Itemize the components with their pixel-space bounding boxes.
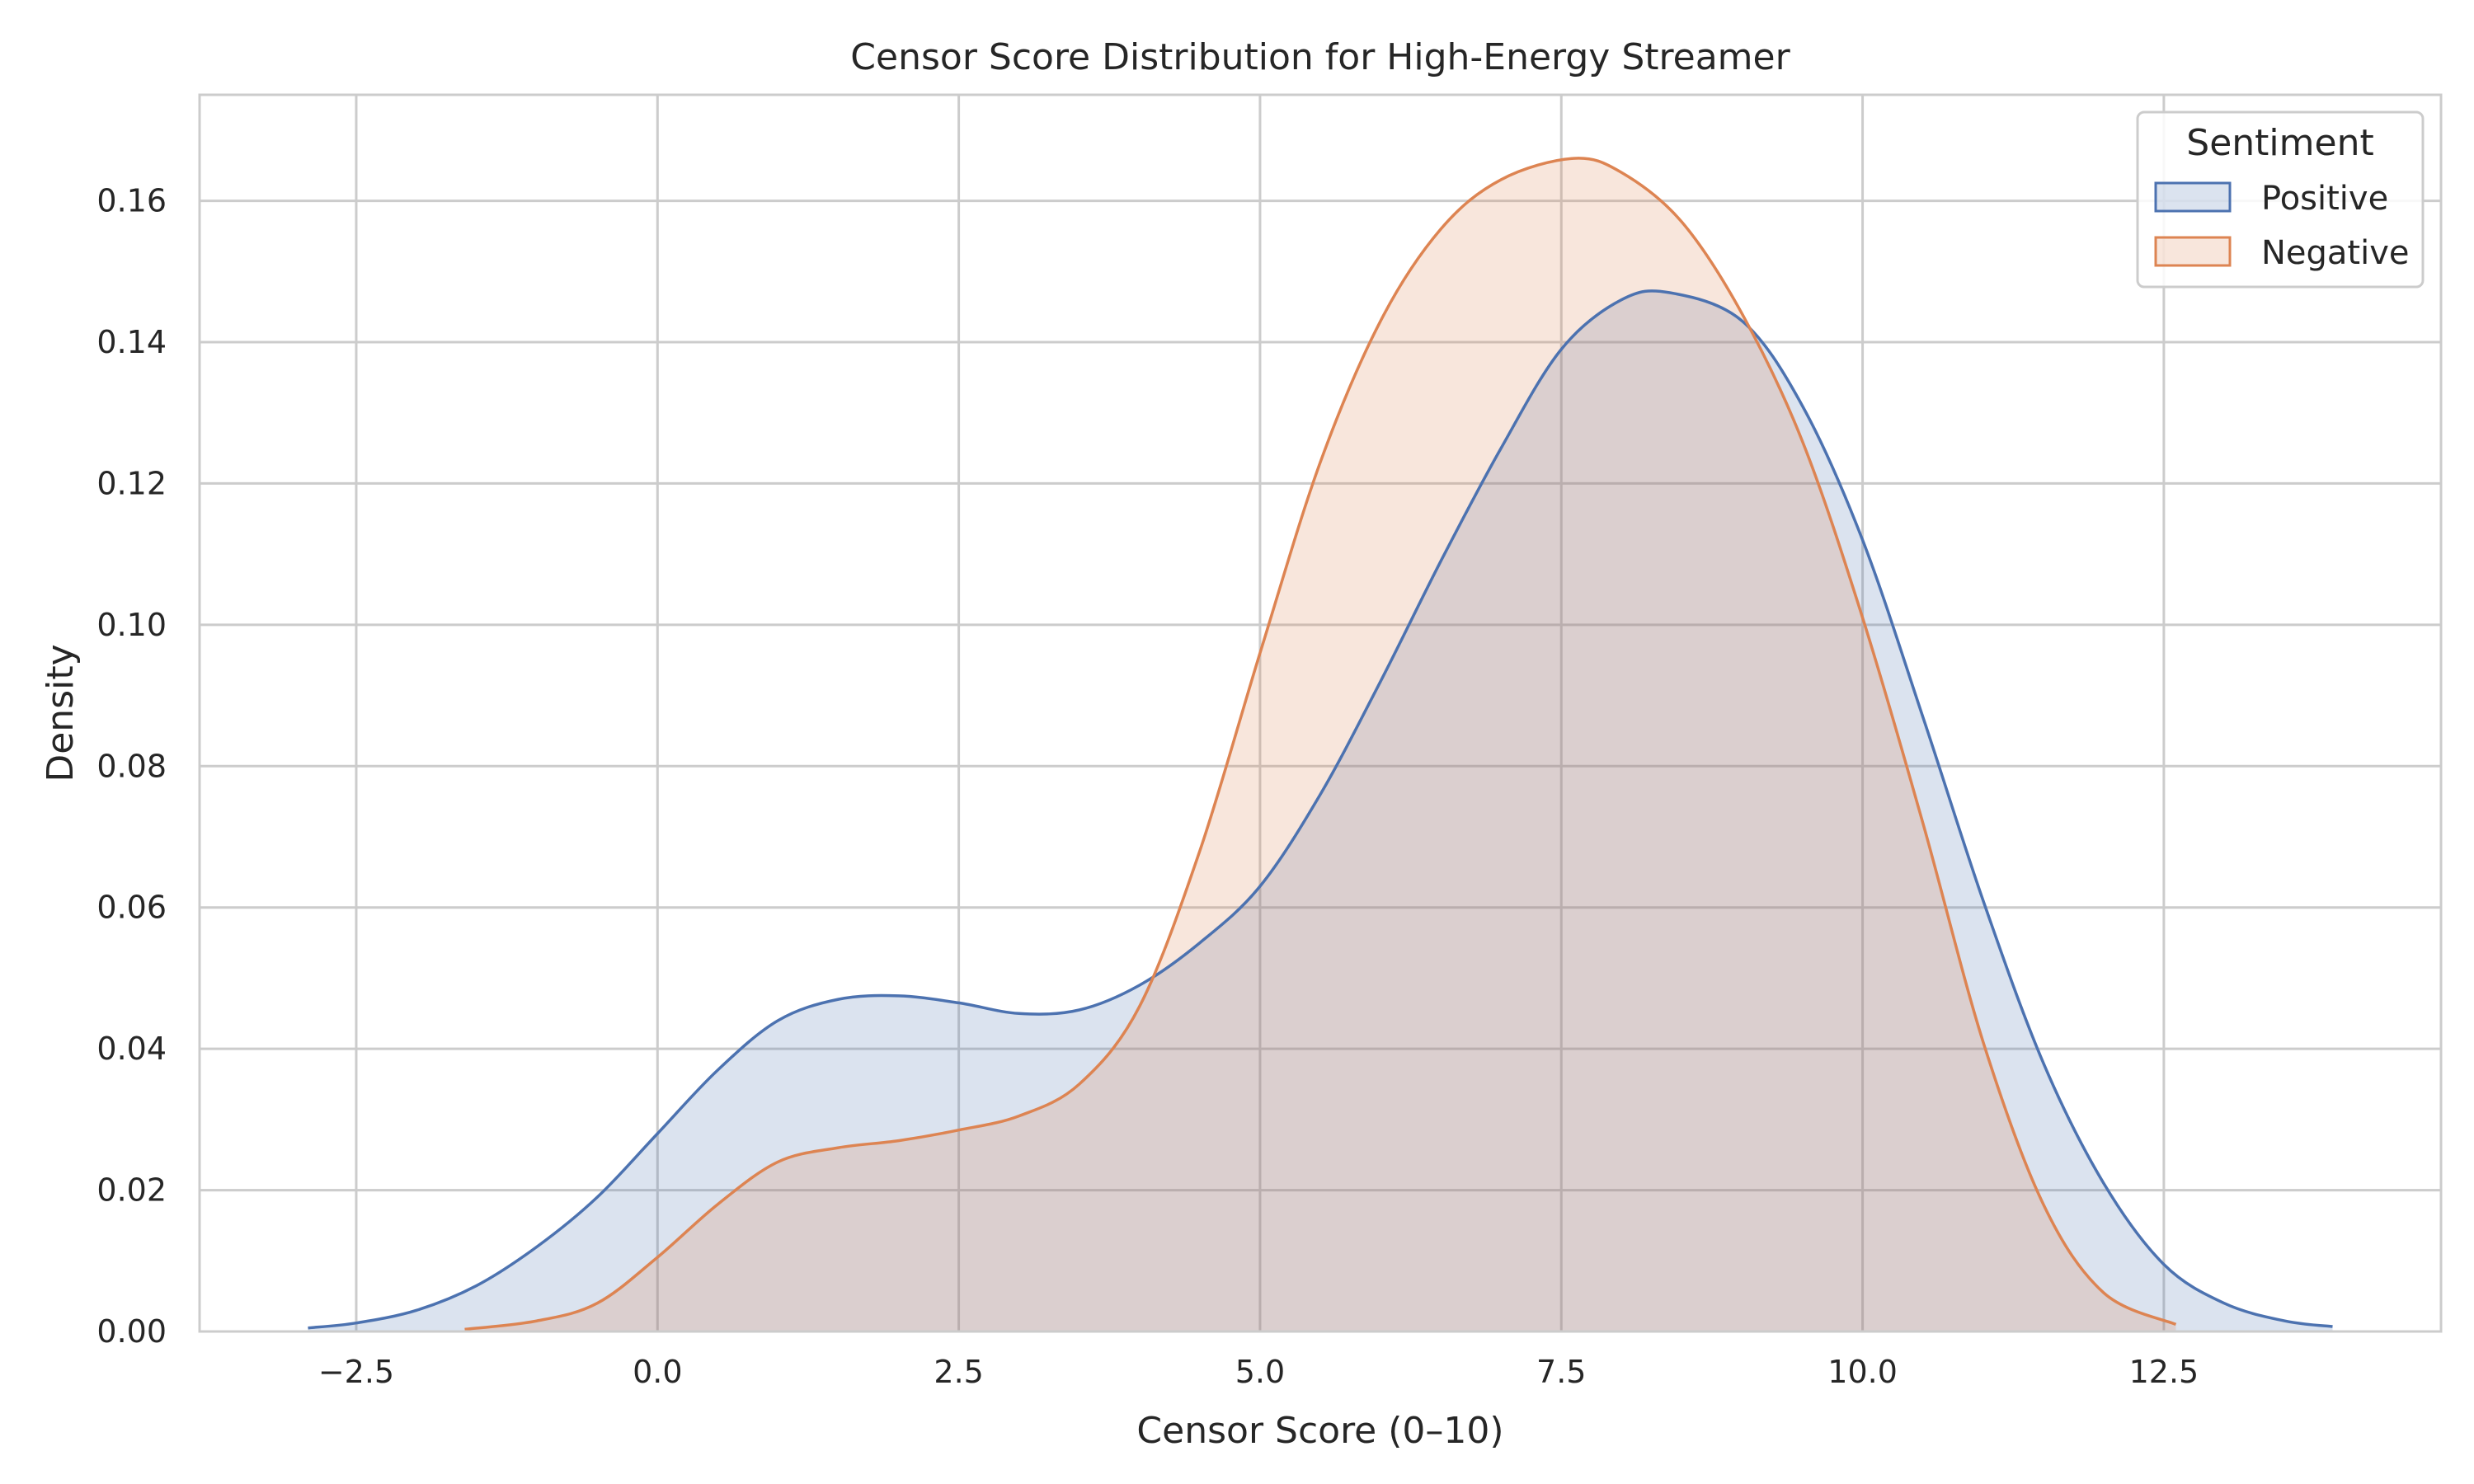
y-tick-label: 0.06	[96, 890, 167, 926]
x-tick-label: −2.5	[318, 1354, 394, 1390]
density-area-negative	[464, 157, 2176, 1331]
x-tick-label: 10.0	[1827, 1354, 1898, 1390]
x-axis-ticks: −2.5 0.0 2.5 5.0 7.5 10.0 12.5	[318, 1354, 2199, 1390]
y-tick-label: 0.14	[96, 324, 167, 360]
legend-items: Positive Negative	[2154, 180, 2410, 272]
y-tick-label: 0.10	[96, 607, 167, 643]
legend-title: Sentiment	[2186, 122, 2373, 164]
x-axis-label: Censor Score (0–10)	[1136, 1410, 1503, 1452]
y-tick-label: 0.02	[96, 1172, 167, 1209]
density-line-positive	[308, 289, 2333, 1330]
legend-box	[2136, 110, 2425, 289]
density-line-negative	[464, 157, 2177, 1331]
legend-swatch-positive	[2154, 181, 2232, 213]
chart-title: Censor Score Distribution for High-Energ…	[850, 36, 1790, 78]
y-tick-label: 0.16	[96, 183, 167, 219]
density-area-positive	[308, 290, 2333, 1332]
x-tick-label: 5.0	[1235, 1354, 1285, 1390]
y-tick-label: 0.12	[96, 465, 167, 501]
series-layer	[308, 157, 2333, 1332]
legend: Sentiment Positive Negative	[2136, 110, 2425, 289]
y-tick-label: 0.00	[96, 1313, 167, 1350]
grid	[200, 95, 2441, 1333]
y-axis-label: Density	[40, 644, 82, 782]
x-tick-label: 12.5	[2129, 1354, 2199, 1390]
legend-label-negative: Negative	[2261, 234, 2410, 272]
y-axis-ticks: 0.00 0.02 0.04 0.06 0.08 0.10 0.12 0.14 0.16	[96, 183, 167, 1350]
y-tick-label: 0.04	[96, 1031, 167, 1067]
x-tick-label: 7.5	[1536, 1354, 1586, 1390]
legend-label-positive: Positive	[2261, 180, 2388, 218]
plot-frame	[198, 93, 2443, 1333]
x-tick-label: 0.0	[633, 1354, 682, 1390]
y-tick-label: 0.08	[96, 748, 167, 784]
x-tick-label: 2.5	[934, 1354, 983, 1390]
legend-swatch-negative	[2154, 236, 2232, 267]
